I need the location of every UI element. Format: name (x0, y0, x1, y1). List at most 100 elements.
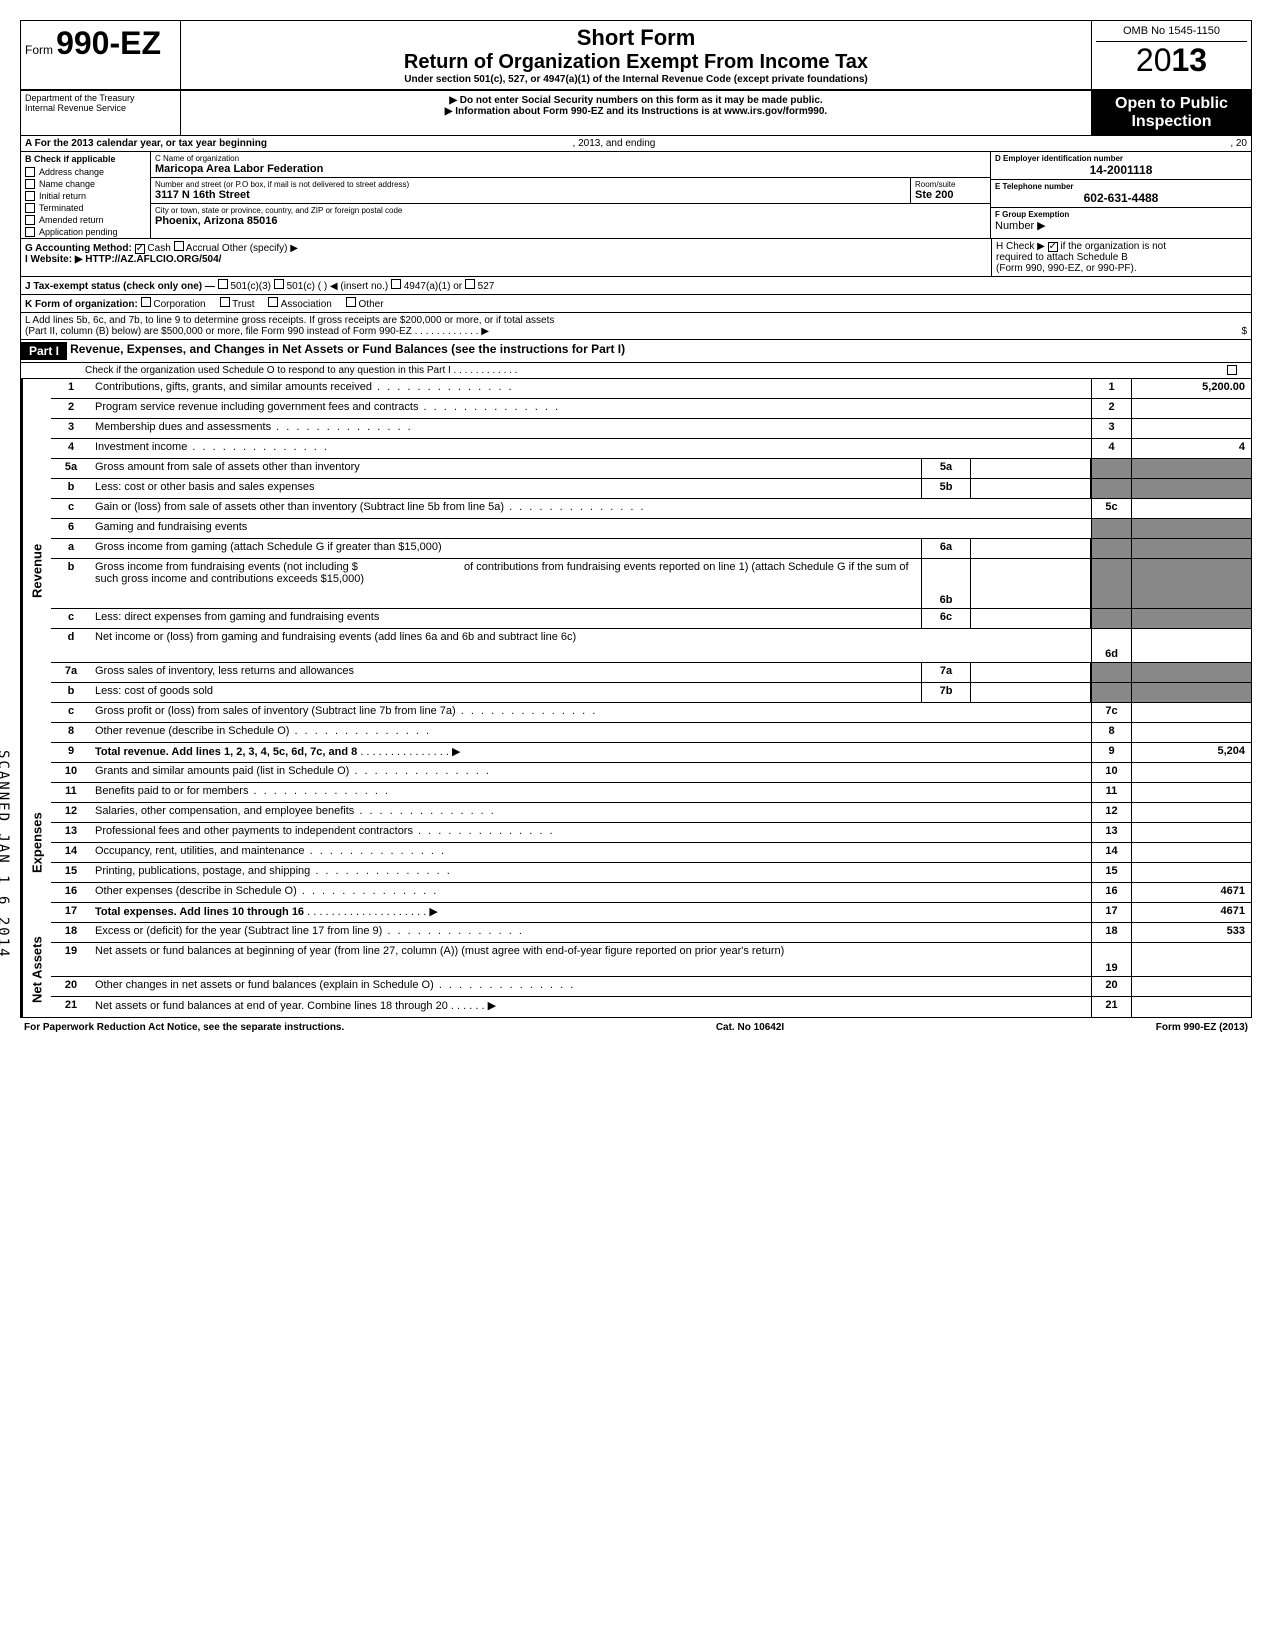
checkbox-501c[interactable] (274, 279, 284, 289)
ssn-warning: Do not enter Social Security numbers on … (185, 95, 1087, 106)
line-6d-desc: Net income or (loss) from gaming and fun… (91, 629, 1091, 662)
row-l: L Add lines 5b, 6c, and 7b, to line 9 to… (21, 313, 1251, 340)
line-5c-desc: Gain or (loss) from sale of assets other… (91, 499, 1091, 518)
h-text2: if the organization is not (1060, 241, 1166, 252)
row-l-text2: (Part II, column (B) below) are $500,000… (25, 326, 489, 337)
checkbox-assoc[interactable] (268, 297, 278, 307)
checkbox-other-org[interactable] (346, 297, 356, 307)
col-g: G Accounting Method: Cash Accrual Other … (21, 239, 991, 276)
checkbox-cash[interactable] (135, 244, 145, 254)
line-9-desc: Total revenue. Add lines 1, 2, 3, 4, 5c,… (91, 743, 1091, 762)
h-text3: required to attach Schedule B (996, 252, 1128, 263)
line-6b-desc: Gross income from fundraising events (no… (91, 559, 921, 608)
row-a-label: A For the 2013 calendar year, or tax yea… (25, 138, 267, 149)
subtitle: Under section 501(c), 527, or 4947(a)(1)… (185, 74, 1087, 85)
line-1-desc: Contributions, gifts, grants, and simila… (91, 379, 1091, 398)
line-4-val: 4 (1131, 439, 1251, 458)
checkbox-527[interactable] (465, 279, 475, 289)
line-4-desc: Investment income (91, 439, 1091, 458)
form-org-label: K Form of organization: (25, 299, 138, 310)
ein: 14-2001118 (995, 163, 1247, 177)
b-item-3: Terminated (39, 203, 84, 213)
header: Form 990-EZ Short Form Return of Organiz… (21, 21, 1251, 91)
line-21-desc: Net assets or fund balances at end of ye… (91, 997, 1091, 1017)
scanned-stamp: SCANNED JAN 1 6 2014 (0, 750, 11, 959)
form-number-box: Form 990-EZ (21, 21, 181, 89)
netassets-section: Net Assets 18Excess or (deficit) for the… (21, 923, 1251, 1017)
checkbox-accrual[interactable] (174, 241, 184, 251)
row-l-text1: L Add lines 5b, 6c, and 7b, to line 9 to… (25, 315, 554, 326)
row-a-mid: , 2013, and ending (573, 138, 656, 149)
checkbox-terminated[interactable] (25, 203, 35, 213)
open-public-box: Open to Public Inspection (1091, 91, 1251, 135)
omb-number: OMB No 1545-1150 (1096, 25, 1247, 42)
row-gh: G Accounting Method: Cash Accrual Other … (21, 239, 1251, 277)
inspection: Inspection (1096, 113, 1247, 131)
line-17-val: 4671 (1131, 903, 1251, 922)
col-h: H Check ▶ if the organization is not req… (991, 239, 1251, 276)
line-13-desc: Professional fees and other payments to … (91, 823, 1091, 842)
line-18-desc: Excess or (deficit) for the year (Subtra… (91, 923, 1091, 942)
part1-check-text: Check if the organization used Schedule … (25, 365, 1227, 376)
revenue-side-label: Revenue (21, 379, 51, 763)
part1-title: Revenue, Expenses, and Changes in Net As… (70, 342, 625, 360)
paperwork-notice: For Paperwork Reduction Act Notice, see … (24, 1022, 344, 1033)
trust-label: Trust (232, 299, 254, 310)
line-7b-desc: Less: cost of goods sold (91, 683, 921, 702)
col-c: C Name of organization Maricopa Area Lab… (151, 152, 991, 238)
year-box: OMB No 1545-1150 20201313 (1091, 21, 1251, 89)
revenue-section: Revenue 1Contributions, gifts, grants, a… (21, 379, 1251, 763)
h-check-label: H Check ▶ (996, 241, 1045, 252)
4947-label: 4947(a)(1) or (404, 281, 462, 292)
row-a-end: , 20 (1230, 138, 1247, 149)
suite: Ste 200 (915, 189, 986, 201)
line-12-desc: Salaries, other compensation, and employ… (91, 803, 1091, 822)
return-title: Return of Organization Exempt From Incom… (185, 51, 1087, 74)
checkbox-501c3[interactable] (218, 279, 228, 289)
line-3-desc: Membership dues and assessments (91, 419, 1091, 438)
checkbox-amended[interactable] (25, 215, 35, 225)
form-word: Form (25, 43, 53, 57)
section-bcde: B Check if applicable Address change Nam… (21, 152, 1251, 239)
accounting-label: G Accounting Method: (25, 243, 132, 254)
b-item-4: Amended return (39, 215, 104, 225)
checkbox-schedule-b[interactable] (1048, 242, 1058, 252)
expenses-section: Expenses 10Grants and similar amounts pa… (21, 763, 1251, 923)
checkbox-address-change[interactable] (25, 167, 35, 177)
line-5a-desc: Gross amount from sale of assets other t… (91, 459, 921, 478)
checkbox-name-change[interactable] (25, 179, 35, 189)
b-item-5: Application pending (39, 227, 118, 237)
checkbox-schedule-o[interactable] (1227, 365, 1237, 375)
assoc-label: Association (281, 299, 332, 310)
line-15-desc: Printing, publications, postage, and shi… (91, 863, 1091, 882)
part1-badge: Part I (21, 342, 67, 360)
checkbox-4947[interactable] (391, 279, 401, 289)
footer: For Paperwork Reduction Act Notice, see … (20, 1018, 1252, 1037)
group-exempt-number-label: Number ▶ (995, 219, 1247, 232)
501c-label: 501(c) ( (287, 281, 321, 292)
line-5b-desc: Less: cost or other basis and sales expe… (91, 479, 921, 498)
form-990ez: Form 990-EZ Short Form Return of Organiz… (20, 20, 1252, 1018)
part1-check-row: Check if the organization used Schedule … (21, 363, 1251, 379)
checkbox-trust[interactable] (220, 297, 230, 307)
b-item-2: Initial return (39, 191, 86, 201)
line-10-desc: Grants and similar amounts paid (list in… (91, 763, 1091, 782)
city-label: City or town, state or province, country… (155, 206, 986, 215)
checkbox-app-pending[interactable] (25, 227, 35, 237)
b-item-0: Address change (39, 167, 104, 177)
checkbox-initial-return[interactable] (25, 191, 35, 201)
form-ref: Form 990-EZ (2013) (1156, 1022, 1248, 1033)
line-6a-desc: Gross income from gaming (attach Schedul… (91, 539, 921, 558)
line-11-desc: Benefits paid to or for members (91, 783, 1091, 802)
title-box: Short Form Return of Organization Exempt… (181, 21, 1091, 89)
info-link: Information about Form 990-EZ and its In… (185, 106, 1087, 117)
checkbox-corp[interactable] (141, 297, 151, 307)
row-j: J Tax-exempt status (check only one) — 5… (21, 277, 1251, 295)
line-20-desc: Other changes in net assets or fund bala… (91, 977, 1091, 996)
accrual-label: Accrual (186, 243, 219, 254)
row-a: A For the 2013 calendar year, or tax yea… (21, 136, 1251, 152)
row-k: K Form of organization: Corporation Trus… (21, 295, 1251, 313)
irs-label: Internal Revenue Service (25, 103, 176, 113)
instructions-box: Do not enter Social Security numbers on … (181, 91, 1091, 135)
org-name: Maricopa Area Labor Federation (155, 163, 986, 175)
